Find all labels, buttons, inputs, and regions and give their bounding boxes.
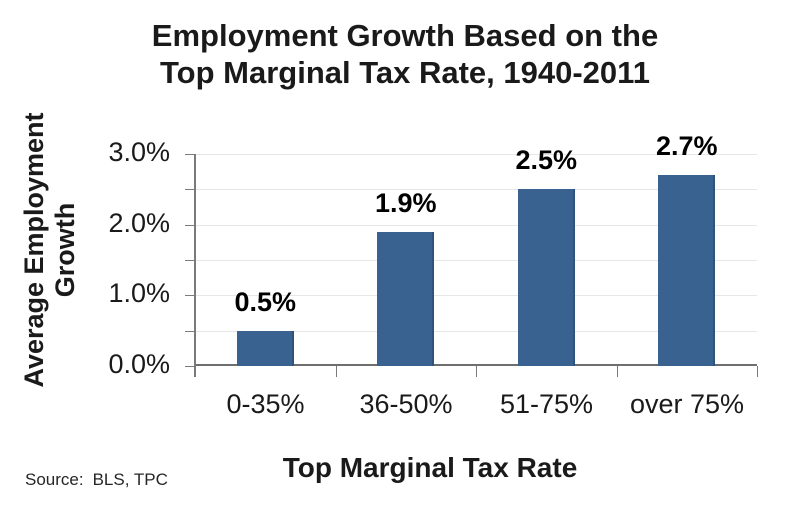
y-tick-1.0: [185, 295, 195, 297]
x-category-label-36-50%: 36-50%: [359, 389, 453, 419]
bar-value-label-36-50%: 1.9%: [374, 187, 437, 218]
chart-title-line-2: Top Marginal Tax Rate, 1940-2011: [160, 55, 650, 90]
y-tick-1.5: [185, 260, 195, 261]
y-tick-2.5: [185, 189, 195, 191]
x-category-label-0-35%: 0-35%: [226, 389, 305, 419]
chart-title: Employment Growth Based on the Top Margi…: [10, 17, 800, 91]
y-axis-line: [194, 154, 196, 377]
gridline-1.5: [195, 260, 757, 261]
y-tick-3.0: [185, 154, 195, 155]
x-axis-title: Top Marginal Tax Rate: [282, 452, 578, 483]
bar-value-label-0-35%: 0.5%: [234, 286, 297, 317]
source-label: Source:: [25, 470, 84, 489]
bar-over 75%: [658, 175, 716, 366]
x-tick-3: [616, 366, 618, 377]
y-tick-2.0: [185, 224, 195, 226]
x-category-label-51-75%: 51-75%: [499, 389, 594, 419]
y-tick-label-3.0%: 3.0%: [108, 137, 170, 167]
plot-area: 0.5% 1.9% 2.5% 2.7%: [185, 131, 758, 377]
source-text: BLS, TPC: [92, 470, 168, 489]
gridline-2.0: [195, 224, 757, 226]
x-tick-2: [476, 366, 477, 377]
x-category-label-over 75%: over 75%: [629, 389, 745, 419]
y-axis-title-line-1: Average Employment: [19, 112, 49, 388]
chart-title-line-1: Employment Growth Based on the: [151, 18, 659, 53]
bar-value-label-51-75%: 2.5%: [515, 145, 578, 176]
x-axis-line: [195, 364, 757, 366]
source-note: Source: BLS, TPC: [25, 470, 168, 490]
gridline-0.5: [195, 330, 757, 332]
gridline-3.0: [195, 154, 757, 155]
x-tick-1: [335, 366, 337, 377]
bar-value-label-over 75%: 2.7%: [655, 131, 718, 162]
y-tick-0.5: [185, 330, 195, 332]
y-tick-label-1.0%: 1.0%: [108, 278, 170, 309]
gridline-2.5: [195, 189, 757, 191]
x-tick-4: [757, 366, 758, 377]
y-tick-label-2.0%: 2.0%: [108, 207, 170, 238]
y-tick-0.0: [185, 366, 195, 367]
gridline-1.0: [195, 295, 757, 297]
bar-0-35%: [236, 330, 294, 366]
bar-51-75%: [517, 189, 575, 366]
bar-36-50%: [377, 231, 435, 366]
y-tick-label-0.0%: 0.0%: [108, 349, 170, 379]
